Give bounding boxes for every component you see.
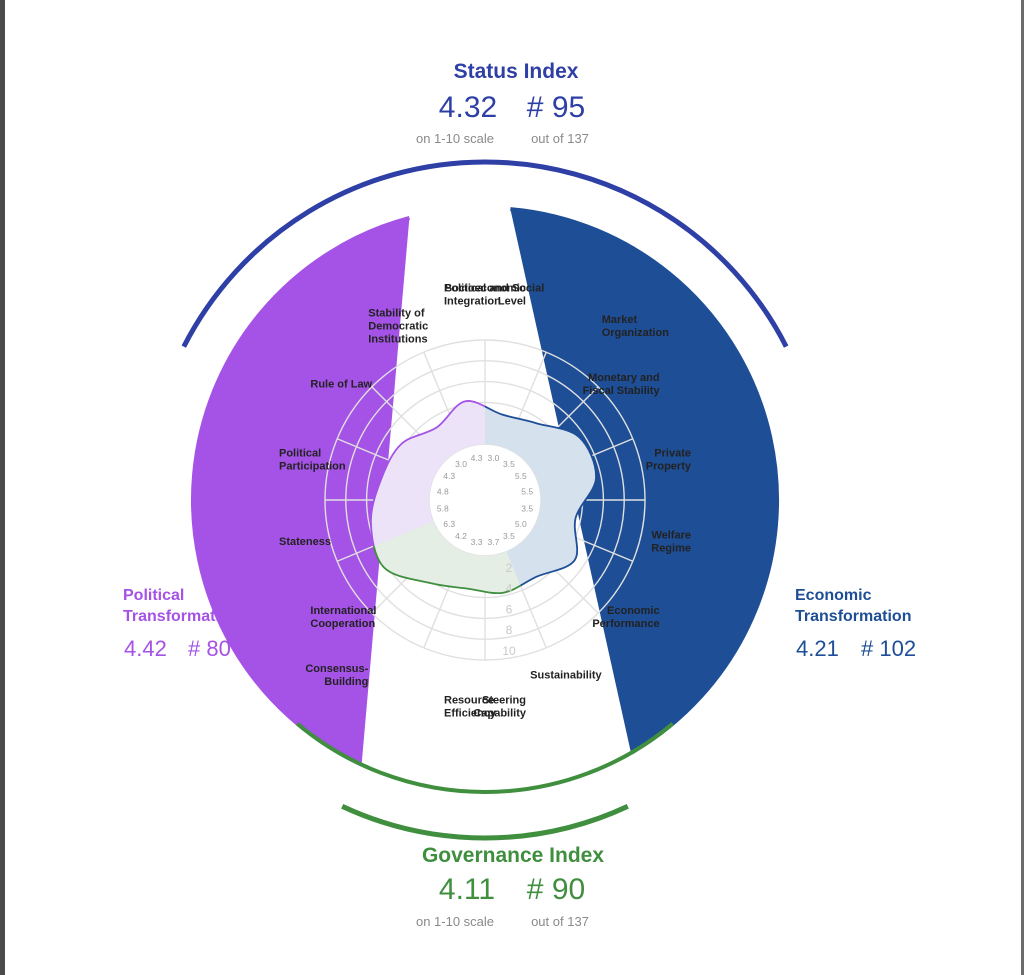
value-labels: 3.03.55.55.53.55.03.53.73.34.26.35.84.84… [437, 453, 533, 547]
value-label: 5.5 [521, 487, 533, 497]
criterion-label: Resource Efficiency [444, 695, 497, 720]
status-index-rank: # 95 [527, 91, 585, 124]
ring-scale-labels: 2 4 6 8 10 [502, 561, 516, 658]
value-label: 5.8 [437, 503, 449, 513]
value-label: 6.3 [443, 519, 455, 529]
criterion-label: Welfare Regime [651, 530, 691, 555]
criterion-label: Socioeconomic Level [445, 283, 526, 308]
ring-label: 2 [506, 561, 513, 575]
value-label: 4.8 [437, 487, 449, 497]
grid-ring [428, 443, 542, 557]
value-label: 4.2 [455, 531, 467, 541]
political-score: 4.42 [124, 636, 167, 661]
grid-spoke [505, 551, 547, 649]
criterion-label: Political Participation [279, 448, 346, 473]
criterion-label: Stateness [279, 536, 331, 548]
grid-spoke [336, 520, 434, 562]
ring-label: 10 [502, 644, 516, 658]
value-label: 4.3 [443, 471, 455, 481]
political-rank: # 80 [188, 636, 231, 661]
window-edge-right [1021, 0, 1024, 975]
window-edge-left [0, 0, 5, 975]
governance-inner-arc [296, 722, 674, 794]
governance-index-title: Governance Index [422, 844, 604, 867]
status-index-rank-note: out of 137 [531, 131, 589, 146]
political-title-line2: Transformation [123, 608, 239, 625]
value-label: 5.0 [515, 519, 527, 529]
economic-area [485, 400, 597, 594]
economic-outline [485, 400, 597, 595]
criterion-label: Rule of Law [310, 378, 372, 390]
criterion-label: Sustainability [530, 670, 602, 682]
criterion-label: Private Property [646, 448, 692, 473]
value-label: 3.5 [503, 531, 515, 541]
economic-title-line1: Economic [795, 587, 872, 604]
criterion-label: Economic Performance [592, 605, 659, 630]
value-label: 3.0 [487, 453, 499, 463]
value-label: 5.5 [515, 471, 527, 481]
radar-outline [369, 400, 597, 595]
criterion-label: Monetary and Fiscal Stability [583, 372, 661, 397]
status-index-arc [181, 159, 789, 348]
governance-outline [369, 500, 585, 595]
radar-fills [370, 400, 597, 594]
governance-index-rank-note: out of 137 [531, 914, 589, 929]
criterion-label: Political and Social Integration [444, 283, 544, 308]
political-transformation-arc [191, 215, 410, 767]
criterion-label: International Cooperation [310, 605, 376, 630]
criterion-label: Stability of Democratic Institutions [368, 307, 428, 345]
value-label: 3.3 [471, 537, 483, 547]
criterion-label: Market Organization [602, 314, 670, 339]
status-index-score: 4.32 [439, 91, 497, 124]
criterion-label: Steering Capability [473, 695, 526, 720]
governance-index-score-note: on 1-10 scale [416, 914, 494, 929]
ring-label: 8 [506, 623, 513, 637]
governance-index-arc [341, 804, 629, 841]
ring-label: 4 [506, 582, 513, 596]
governance-index-score: 4.11 [439, 873, 495, 906]
economic-score: 4.21 [796, 636, 839, 661]
value-label: 3.7 [487, 537, 499, 547]
value-label: 4.3 [471, 453, 483, 463]
value-label: 3.0 [455, 459, 467, 469]
economic-rank: # 102 [861, 636, 916, 661]
status-index-score-note: on 1-10 scale [416, 131, 494, 146]
value-label: 3.5 [503, 459, 515, 469]
value-label: 3.5 [521, 503, 533, 513]
governance-index-rank: # 90 [527, 873, 585, 906]
ring-label: 6 [506, 602, 513, 616]
criterion-label: Consensus-Building [305, 663, 368, 688]
political-title-line1: Political [123, 587, 184, 604]
status-index-title: Status Index [454, 60, 579, 83]
criterion-labels: Socioeconomic Level Market Organization Mone… [279, 283, 692, 720]
economic-title-line2: Transformation [795, 608, 911, 625]
